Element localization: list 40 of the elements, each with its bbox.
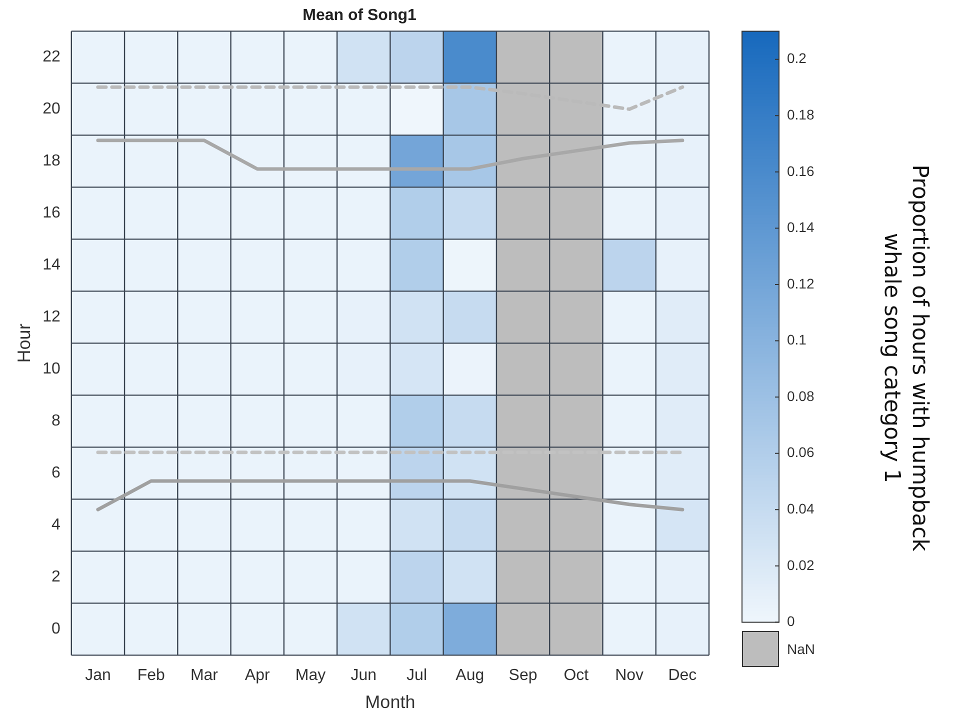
y-tick-label: 12: [42, 308, 60, 326]
x-tick-label: May: [295, 667, 326, 684]
color-bar-label: 0.18: [787, 106, 814, 122]
y-tick-label: 8: [51, 412, 60, 430]
y-tick-label: 4: [51, 516, 60, 534]
y-tick-label: 6: [51, 464, 60, 482]
x-axis-title: Month: [365, 692, 416, 712]
color-bar-label: 0.06: [787, 444, 814, 460]
color-bar-label: 0.12: [787, 275, 814, 292]
color-bar-label: 0.02: [787, 556, 814, 573]
y-tick-label: 16: [42, 204, 60, 222]
text: NaN: [787, 641, 816, 658]
x-tick-label: Jan: [85, 667, 111, 684]
x-tick-label: Jun: [350, 667, 377, 684]
x-tick-label: Feb: [137, 667, 165, 684]
y-tick-label: 2: [51, 568, 60, 586]
y-axis-title: Hour: [14, 324, 34, 363]
x-tick-label: Nov: [615, 667, 644, 684]
x-tick-label: Mar: [190, 667, 219, 684]
x-tick-label: Dec: [668, 667, 697, 684]
color-bar-label: 0.04: [787, 500, 814, 516]
x-tick-label: Sep: [508, 667, 538, 684]
y-tick-label: 18: [42, 152, 60, 170]
color-bar-label: 0.2: [787, 50, 807, 66]
y-tick-label: 10: [42, 360, 60, 378]
x-tick-label: Oct: [564, 667, 590, 684]
color-bar-label: 0.08: [787, 388, 814, 404]
color-bar-label: 0.14: [787, 219, 814, 236]
color-bar-label: 0.16: [787, 162, 814, 179]
y-tick-label: 22: [42, 48, 60, 66]
color-bar-title: Proportion of hours with humpback whale song category 1: [878, 164, 933, 554]
x-tick-label: Apr: [244, 667, 270, 684]
y-tick-label: 20: [42, 100, 60, 118]
color-bar-label: 0.1: [787, 332, 807, 348]
chart-title: Mean of Song1: [302, 7, 416, 24]
y-tick-label: 14: [42, 256, 60, 274]
x-tick-label: Jul: [406, 667, 427, 684]
color-bar-label: 0: [787, 613, 795, 630]
y-tick-label: 0: [51, 620, 60, 638]
x-tick-label: Aug: [456, 667, 484, 684]
